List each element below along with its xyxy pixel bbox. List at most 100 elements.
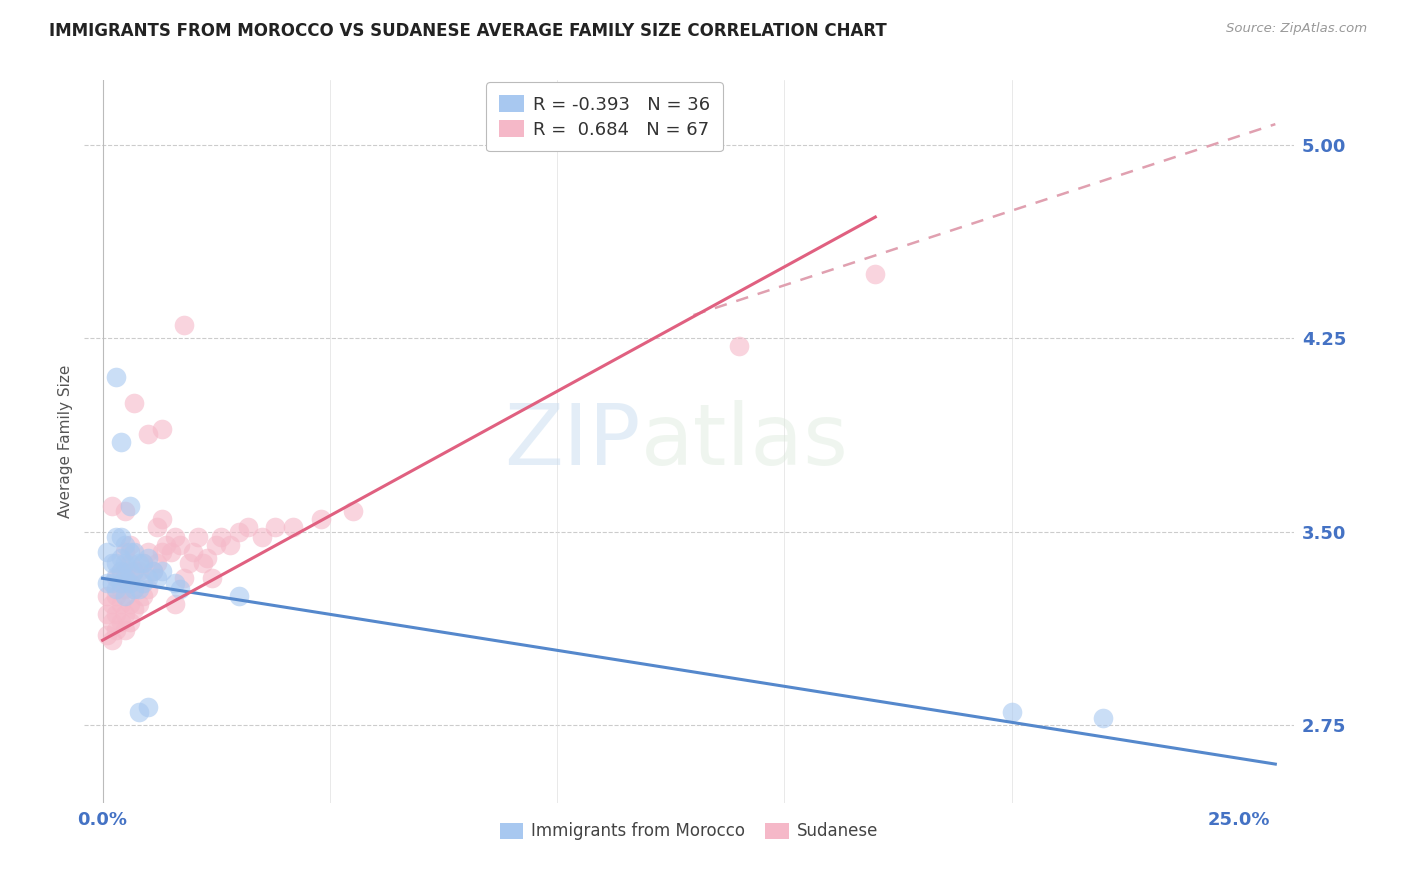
Point — [110, 564, 132, 578]
Point — [173, 318, 195, 333]
Point — [228, 590, 250, 604]
Point — [236, 519, 259, 533]
Point — [118, 538, 141, 552]
Point — [173, 571, 195, 585]
Point — [150, 422, 173, 436]
Point — [209, 530, 232, 544]
Point — [150, 564, 173, 578]
Point — [105, 607, 128, 622]
Point — [1091, 711, 1114, 725]
Point — [114, 590, 136, 604]
Point — [146, 519, 169, 533]
Point — [132, 556, 155, 570]
Point — [136, 571, 159, 585]
Point — [201, 571, 224, 585]
Point — [118, 556, 141, 570]
Point — [105, 568, 128, 582]
Point — [228, 524, 250, 539]
Point — [146, 556, 169, 570]
Point — [114, 571, 136, 585]
Point — [118, 576, 141, 591]
Point — [96, 607, 118, 622]
Point — [114, 504, 136, 518]
Point — [159, 545, 181, 559]
Point — [105, 556, 128, 570]
Text: ZIP: ZIP — [505, 400, 641, 483]
Point — [128, 582, 150, 596]
Point — [124, 396, 146, 410]
Point — [132, 556, 155, 570]
Point — [169, 538, 191, 552]
Point — [100, 633, 122, 648]
Point — [118, 597, 141, 611]
Point — [124, 582, 146, 596]
Point — [1001, 706, 1024, 720]
Point — [283, 519, 305, 533]
Point — [118, 545, 141, 559]
Point — [132, 576, 155, 591]
Point — [114, 538, 136, 552]
Legend: Immigrants from Morocco, Sudanese: Immigrants from Morocco, Sudanese — [491, 814, 887, 848]
Point — [128, 556, 150, 570]
Point — [114, 545, 136, 559]
Point — [100, 556, 122, 570]
Point — [105, 571, 128, 585]
Text: Source: ZipAtlas.com: Source: ZipAtlas.com — [1226, 22, 1367, 36]
Point — [105, 590, 128, 604]
Point — [132, 590, 155, 604]
Point — [118, 576, 141, 591]
Point — [124, 545, 146, 559]
Point — [105, 530, 128, 544]
Point — [342, 504, 364, 518]
Point — [128, 597, 150, 611]
Point — [264, 519, 287, 533]
Point — [114, 582, 136, 596]
Point — [105, 623, 128, 637]
Point — [110, 530, 132, 544]
Point — [218, 538, 240, 552]
Point — [136, 700, 159, 714]
Point — [110, 564, 132, 578]
Point — [96, 628, 118, 642]
Point — [100, 615, 122, 630]
Point — [114, 556, 136, 570]
Point — [114, 607, 136, 622]
Point — [124, 564, 146, 578]
Point — [150, 512, 173, 526]
Point — [136, 550, 159, 565]
Point — [105, 370, 128, 384]
Point — [114, 623, 136, 637]
Point — [110, 615, 132, 630]
Point — [165, 576, 187, 591]
Point — [110, 576, 132, 591]
Point — [250, 530, 273, 544]
Point — [191, 556, 214, 570]
Point — [195, 550, 218, 565]
Point — [165, 597, 187, 611]
Point — [141, 564, 163, 578]
Point — [865, 267, 887, 281]
Point — [136, 545, 159, 559]
Point — [309, 512, 332, 526]
Point — [128, 706, 150, 720]
Point — [124, 564, 146, 578]
Point — [100, 499, 122, 513]
Text: atlas: atlas — [641, 400, 849, 483]
Point — [177, 556, 200, 570]
Point — [96, 576, 118, 591]
Point — [105, 582, 128, 596]
Point — [169, 582, 191, 596]
Point — [124, 582, 146, 596]
Point — [728, 339, 751, 353]
Point — [96, 545, 118, 559]
Point — [183, 545, 205, 559]
Point — [187, 530, 209, 544]
Point — [136, 426, 159, 441]
Point — [100, 576, 122, 591]
Point — [136, 582, 159, 596]
Point — [118, 615, 141, 630]
Y-axis label: Average Family Size: Average Family Size — [58, 365, 73, 518]
Point — [155, 538, 177, 552]
Point — [165, 530, 187, 544]
Point — [141, 564, 163, 578]
